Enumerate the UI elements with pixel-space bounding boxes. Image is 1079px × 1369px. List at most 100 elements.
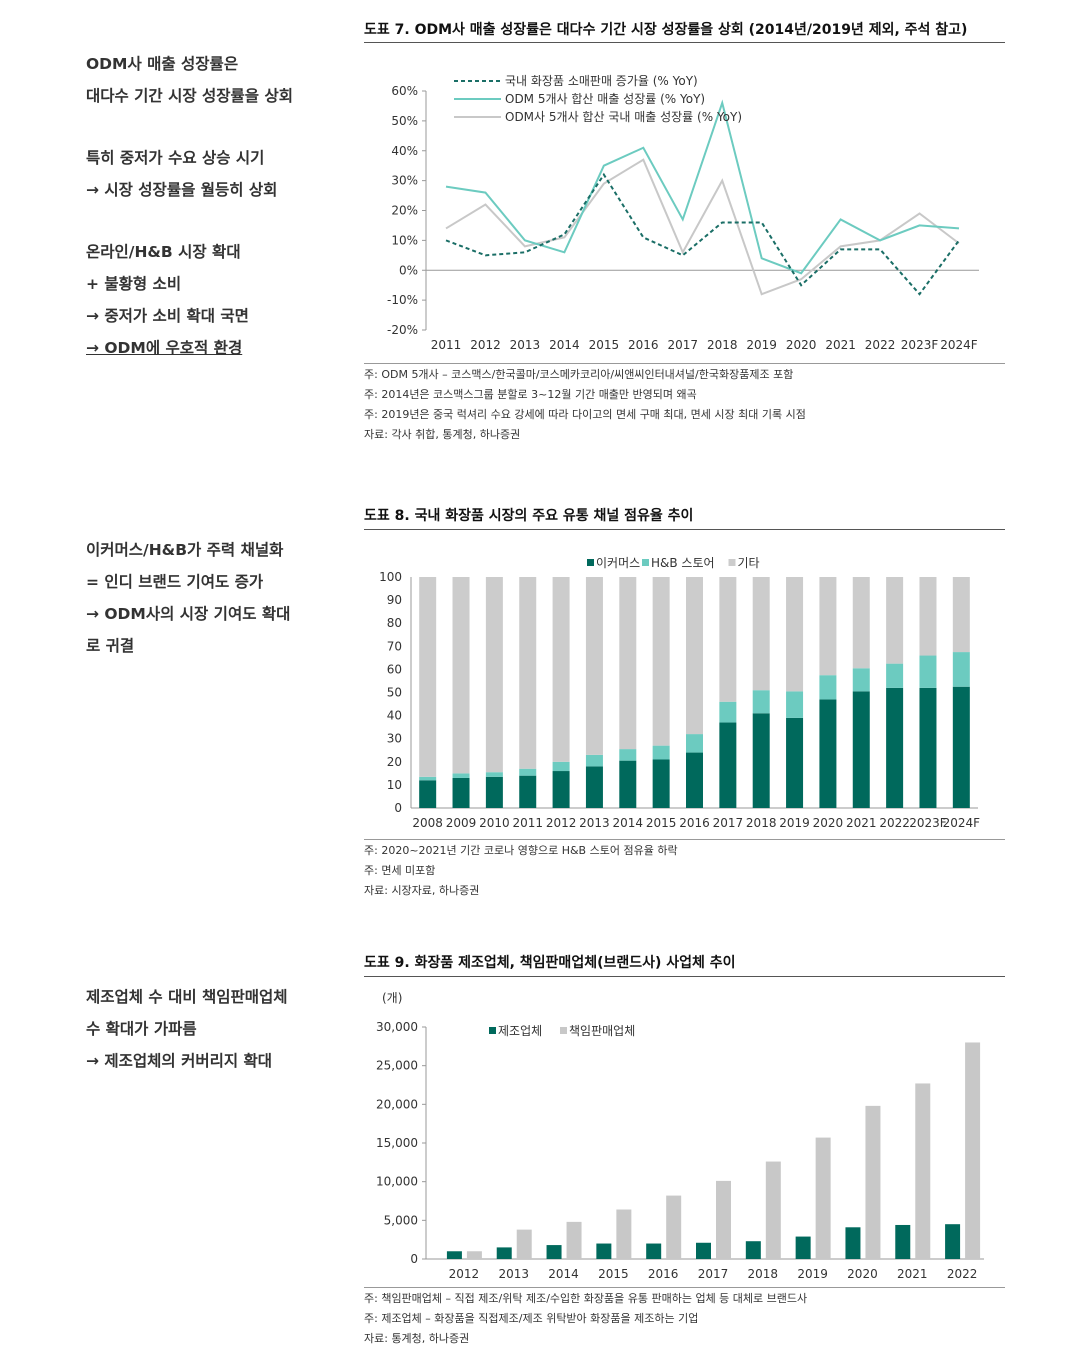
bar [845,1227,861,1259]
y-tick-label: 30 [387,732,402,746]
note-line: 주: 2014년은 코스맥스그룹 분할로 3~12월 기간 매출만 반영되며 왜… [364,388,697,401]
x-tick-label: 2016 [648,1267,679,1281]
x-tick-label: 2018 [746,816,777,830]
bar-segment [819,699,837,808]
y-tick-label: 10,000 [376,1175,418,1189]
bar [795,1236,811,1259]
bar-segment [619,577,637,750]
bar-segment [952,577,970,653]
summary-line: 온라인/H&B 시장 확대 [86,243,241,261]
x-tick-label: 2011 [431,338,462,352]
y-tick-label: 70 [387,639,402,653]
x-tick-label: 2022 [947,1267,978,1281]
bar-segment [485,776,503,808]
note-line: 주: 제조업체 – 화장품을 직접제조/제조 위탁받아 화장품을 제조하는 기업 [364,1312,699,1325]
x-tick-label: 2021 [825,338,856,352]
bar-segment [919,655,937,688]
bar-segment [786,691,804,718]
x-tick-label: 2022 [879,816,910,830]
bar [716,1180,731,1259]
bar-segment [719,701,737,723]
bar-segment [686,577,703,735]
y-tick-label: 40% [391,144,418,158]
bar-segment [719,577,737,702]
y-tick-label: 10 [387,778,402,792]
bar [745,1241,761,1259]
spacer [86,206,293,236]
chart-notes-8: 주: 2020~2021년 기간 코로나 영향으로 H&B 스토어 점유율 하락… [364,841,678,901]
bar [466,1251,482,1259]
summary-line: 수 확대가 가파름 [86,1020,197,1038]
side-summary-2: 이커머스/H&B가 주력 채널화 = 인디 브랜드 기여도 증가 → ODM사의 시… [86,534,290,662]
x-tick-label: 2018 [748,1267,779,1281]
y-tick-label: 15,000 [376,1136,418,1150]
bar-segment [552,761,570,772]
legend-label: 제조업체 [498,1024,542,1038]
y-tick-label: 0 [394,801,402,815]
summary-line: 제조업체 수 대비 책임판매업체 [86,988,288,1006]
summary-line: 특히 중저가 수요 상승 시기 [86,149,265,167]
x-tick-label: 2019 [797,1267,828,1281]
bar-segment [686,734,703,753]
chart-title-7: 도표 7. ODM사 매출 성장률은 대다수 기간 시장 성장률을 상회 (20… [364,22,968,38]
x-tick-label: 2016 [628,338,659,352]
y-tick-label: 30% [391,174,418,188]
chart-notes-9: 주: 책임판매업체 – 직접 제조/위탁 제조/수입한 화장품을 유통 판매하는… [364,1289,807,1349]
y-tick-label: 20% [391,204,418,218]
x-tick-label: 2017 [698,1267,729,1281]
bar [965,1042,981,1259]
legend-swatch [587,559,594,566]
x-tick-label: 2015 [589,338,620,352]
legend-label: 책임판매업체 [569,1023,635,1038]
bar [446,1251,462,1259]
x-tick-label: 2023F [901,338,939,352]
y-tick-label: 50 [387,686,402,700]
legend-swatch [642,559,649,566]
y-tick-label: -10% [387,293,418,307]
note-line: 주: 책임판매업체 – 직접 제조/위탁 제조/수입한 화장품을 유통 판매하는… [364,1292,808,1305]
bar-segment [519,768,537,776]
summary-line: 이커머스/H&B가 주력 채널화 [86,541,284,559]
bar [765,1161,781,1259]
bar [815,1137,831,1259]
note-line: 주: 면세 미포함 [364,864,436,877]
bar-segment [519,775,537,808]
y-tick-label: 60% [391,84,418,98]
summary-line: → 중저가 소비 확대 국면 [86,307,249,325]
summary-line: ODM사 매출 성장률은 [86,55,239,73]
bar [646,1243,662,1259]
note-line: 자료: 각사 취합, 통계청, 하나증권 [364,428,521,441]
series-line [445,158,960,296]
bar-segment [786,717,804,808]
summary-line: → ODM사의 시장 기여도 확대 [86,605,291,623]
bar-segment [752,690,770,714]
note-line: 주: 2019년은 중국 럭셔리 수요 강세에 따라 다이고의 면세 구매 최대… [364,408,806,421]
y-tick-label: 0% [399,263,418,277]
bar-segment [419,776,437,781]
x-tick-label: 2013 [498,1267,529,1281]
bar [546,1245,562,1259]
x-tick-label: 2023F [909,816,947,830]
bar [895,1224,911,1259]
x-tick-label: 2020 [786,338,817,352]
bar [566,1221,582,1259]
legend-swatch [728,559,736,566]
bar-segment [585,754,603,767]
bar-segment [452,777,470,808]
x-tick-label: 2009 [446,816,477,830]
x-tick-label: 2017 [667,338,698,352]
bar-segment [686,752,703,808]
bar-segment [952,652,970,687]
summary-line: + 불황형 소비 [86,275,182,293]
y-tick-label: 100 [379,570,402,584]
bar-segment [552,771,570,808]
bar [666,1195,682,1259]
series-line [445,99,960,275]
y-tick-label: 25,000 [376,1059,418,1073]
bar [496,1247,512,1259]
note-line: 자료: 시장자료, 하나증권 [364,884,480,897]
bar-segment [485,772,503,777]
bar-segment [485,577,503,773]
y-tick-label: 20 [387,755,402,769]
legend-swatch [489,1027,496,1034]
